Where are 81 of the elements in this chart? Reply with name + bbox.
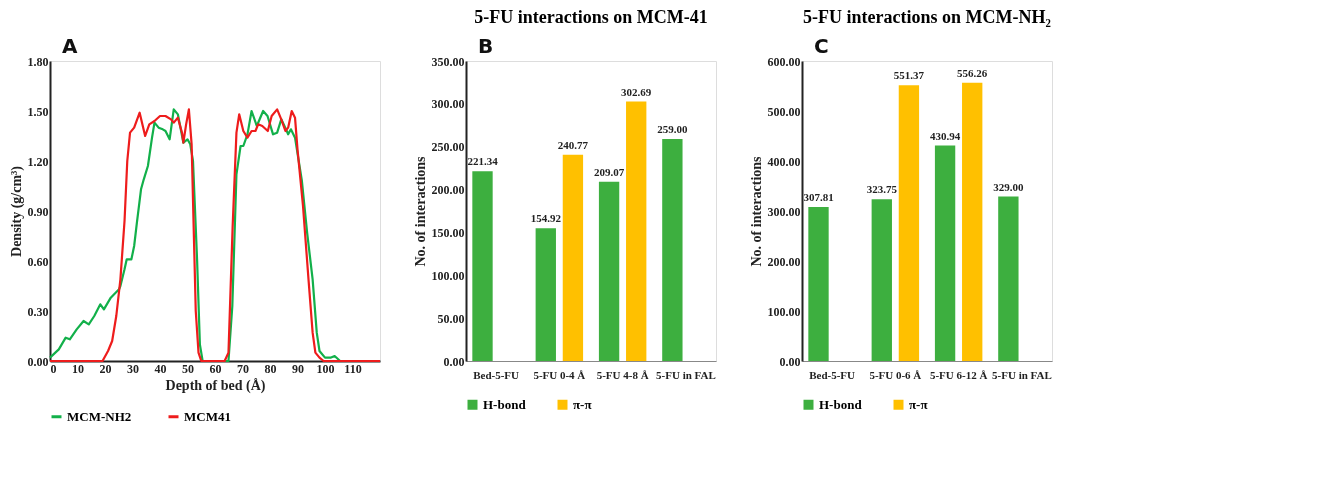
y-axis-title: Density (g/cm³) [8, 165, 25, 257]
legend-label: π-π [909, 396, 928, 412]
x-tick-label: 110 [344, 361, 362, 376]
x-tick-label: 80 [264, 361, 277, 376]
bar [808, 207, 829, 361]
x-tick-label: 60 [209, 361, 222, 376]
y-tick-label: 400.00 [767, 154, 801, 169]
y-axis-title: No. of interactions [412, 155, 428, 267]
bar [626, 101, 647, 361]
y-tick-label: 1.50 [27, 104, 49, 119]
bar [535, 228, 556, 361]
y-tick-label: 200.00 [767, 254, 801, 269]
data-label: 323.75 [866, 183, 898, 196]
y-tick-label: 1.20 [27, 154, 49, 169]
y-tick-label: 250.00 [431, 140, 465, 155]
y-tick-label: 0.00 [443, 354, 465, 369]
text: B [478, 34, 494, 58]
data-label: 209.07 [593, 165, 625, 178]
bar [662, 139, 683, 361]
y-tick-label: 0.00 [779, 354, 801, 369]
y-axis-title: No. of interactions [748, 155, 764, 267]
bar [562, 154, 584, 361]
x-tick-label: 5-FU 0-6 Å [869, 368, 922, 381]
chart-title: 5-FU interactions on MCM-41 [474, 7, 708, 27]
x-tick-label: 5-FU 0-4 Å [533, 368, 586, 381]
x-tick-label: 5-FU 6-12 Å [929, 368, 988, 381]
data-label: 154.92 [530, 212, 562, 225]
x-tick-label: 10 [72, 361, 84, 376]
x-tick-label: 70 [237, 361, 249, 376]
x-tick-label: 90 [292, 361, 304, 376]
data-label: 556.26 [957, 66, 988, 79]
x-tick-label: 5-FU in FAL [656, 368, 716, 381]
data-label: 307.81 [803, 191, 834, 204]
legend-label: MCM-NH2 [67, 408, 132, 424]
y-tick-label: 300.00 [431, 97, 465, 112]
x-tick-label: Bed-5-FU [473, 368, 520, 381]
y-tick-label: 100.00 [767, 304, 801, 319]
chart-title: 5-FU interactions on MCM-NH₂ [803, 7, 1051, 27]
x-tick-label: 40 [154, 361, 167, 376]
data-label: 329.00 [993, 180, 1024, 193]
legend-label: H-bond [483, 396, 527, 412]
bar [898, 85, 920, 361]
data-label: 551.37 [893, 69, 925, 82]
data-label: 259.00 [657, 123, 688, 135]
y-tick-label: 350.00 [431, 54, 465, 69]
bar [871, 199, 892, 361]
y-tick-label: 150.00 [431, 225, 465, 240]
x-tick-label: 5-FU in FAL [992, 368, 1052, 381]
y-tick-label: 0.30 [27, 304, 49, 319]
data-label: 430.94 [929, 129, 961, 142]
y-tick-label: 0.00 [27, 354, 49, 369]
y-tick-label: 50.00 [437, 311, 465, 326]
bar [962, 82, 983, 361]
legend-label: H-bond [819, 396, 863, 412]
y-tick-label: 500.00 [767, 104, 801, 119]
text: A [62, 34, 78, 58]
x-tick-label: 100 [316, 361, 335, 376]
text: C [814, 34, 829, 58]
x-tick-label: Bed-5-FU [809, 368, 856, 381]
x-tick-label: 30 [127, 361, 139, 376]
y-tick-label: 0.60 [27, 254, 49, 269]
y-tick-label: 1.80 [27, 54, 49, 69]
y-tick-label: 100.00 [431, 268, 465, 283]
y-tick-label: 300.00 [767, 204, 801, 219]
legend-label: MCM41 [184, 408, 231, 424]
y-tick-label: 0.90 [27, 204, 49, 219]
bar [934, 145, 956, 361]
bar [998, 196, 1019, 361]
data-label: 240.77 [557, 138, 589, 151]
legend-label: π-π [573, 396, 592, 412]
bar [598, 181, 620, 361]
x-axis-title: Depth of bed (Å) [165, 377, 266, 394]
x-tick-label: 50 [182, 361, 194, 376]
data-label: 221.34 [467, 155, 499, 168]
x-tick-label: 20 [99, 361, 112, 376]
y-tick-label: 600.00 [767, 54, 801, 69]
y-tick-label: 200.00 [431, 183, 465, 198]
x-tick-label: 0 [50, 361, 57, 376]
data-label: 302.69 [621, 85, 652, 98]
bar [472, 171, 493, 361]
x-tick-label: 5-FU 4-8 Å [596, 368, 649, 381]
